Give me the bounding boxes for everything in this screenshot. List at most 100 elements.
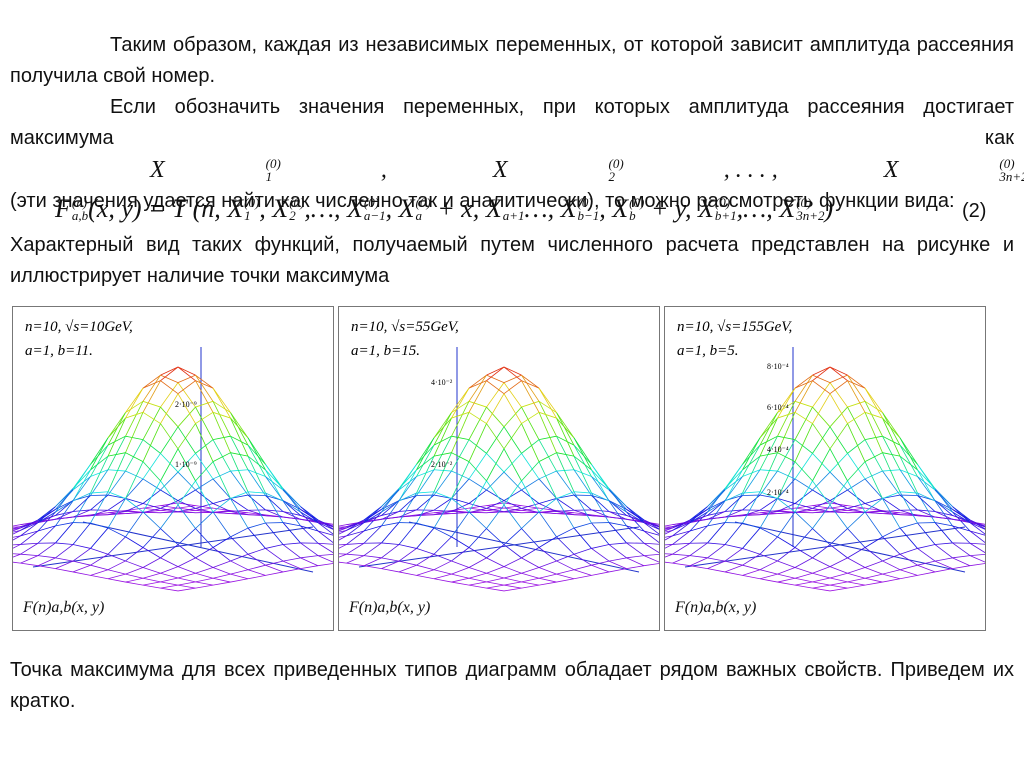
mesh-line [37, 515, 56, 523]
mesh-line [451, 567, 470, 575]
mesh-line [777, 439, 796, 472]
mesh-line [195, 528, 214, 548]
subscript: b−1 [577, 208, 600, 224]
mesh-line [486, 500, 505, 509]
mesh-line [882, 436, 901, 470]
mesh-line [847, 374, 866, 402]
mesh-line [142, 584, 161, 589]
mesh-line [812, 544, 831, 559]
mesh-line [672, 553, 691, 556]
mesh-line [643, 522, 659, 535]
figure: n=10, √s=55GeV, a=1, b=15. 4·10⁻² 2·10⁻² F(n… [338, 306, 660, 631]
formula-base: X [346, 194, 363, 224]
mesh-line [503, 500, 522, 509]
mesh-line [742, 564, 761, 571]
mesh-line [742, 522, 761, 529]
mesh-line [468, 380, 487, 389]
mesh-line [759, 412, 778, 439]
mesh-line [451, 560, 470, 568]
mesh-line [689, 542, 708, 556]
formula-indices: (0) a [416, 196, 431, 222]
mesh-line [55, 542, 74, 545]
mesh-line [160, 453, 179, 473]
mesh-line [142, 547, 161, 559]
mesh-line [521, 380, 540, 413]
mesh-line [265, 515, 284, 518]
mesh-line [864, 400, 883, 413]
mesh-line [521, 511, 540, 514]
mesh-line [969, 519, 985, 528]
mesh-line [398, 509, 417, 518]
mesh-line [381, 542, 400, 545]
mesh-line [812, 471, 831, 491]
mesh-line [468, 374, 487, 389]
mesh-line [282, 511, 301, 520]
mesh-line [829, 511, 848, 514]
mesh-line [724, 495, 743, 512]
mesh-line [707, 560, 726, 570]
mesh-line [952, 525, 971, 532]
mesh-line [486, 471, 505, 491]
mesh-line [608, 557, 627, 562]
mesh-line [829, 480, 848, 506]
mesh-line [125, 547, 144, 562]
mesh-line [142, 453, 161, 480]
mesh-line [486, 566, 505, 574]
paragraph: Характерный вид таких функций, получаемы… [10, 234, 1014, 287]
mesh-line [899, 522, 918, 529]
mesh-line [538, 400, 557, 413]
mesh-line [486, 406, 505, 428]
mesh-line [707, 488, 726, 513]
mesh-line [917, 476, 936, 491]
mesh-line [177, 366, 196, 381]
mesh-line [556, 435, 575, 446]
mesh-line [381, 511, 400, 520]
mesh-line [468, 480, 487, 513]
mesh-line [486, 572, 505, 579]
mesh-line [282, 542, 301, 545]
mesh-line [433, 435, 452, 446]
mesh-line [433, 553, 452, 562]
mesh-line [812, 572, 831, 579]
mesh-line [346, 562, 365, 567]
formula-base: X [779, 194, 796, 224]
mesh-line [265, 476, 284, 501]
superscript: (0) [265, 156, 281, 172]
mesh-line [125, 435, 144, 441]
mesh-line [433, 578, 452, 583]
mesh-line [847, 577, 866, 583]
mesh-line [934, 568, 953, 573]
mesh-line [503, 577, 522, 583]
z-tick-label: 6·10⁻⁴ [767, 403, 789, 412]
mesh-line [72, 544, 91, 549]
mesh-line [212, 411, 231, 419]
mesh-line [55, 511, 74, 520]
mesh-line [195, 406, 214, 440]
mesh-line [282, 522, 301, 544]
mesh-line [538, 498, 557, 513]
mesh-line [777, 461, 796, 499]
mesh-line [381, 522, 400, 544]
mesh-line [573, 553, 592, 566]
mesh-line [503, 504, 522, 529]
mesh-line [794, 511, 813, 529]
mesh-line [847, 528, 866, 548]
mesh-line [952, 542, 971, 556]
mesh-line [724, 476, 743, 491]
mesh-line [142, 380, 161, 389]
mesh-line [300, 525, 319, 532]
mesh-line [37, 525, 56, 544]
mesh-line [882, 498, 901, 529]
mesh-line [689, 515, 708, 523]
mesh-line [247, 444, 266, 477]
subscript: a−1 [363, 208, 386, 224]
mesh-line [777, 470, 796, 480]
mesh-line [451, 452, 470, 463]
formula-indices: (n) a,b [72, 196, 88, 222]
mesh-line [952, 511, 971, 523]
mesh-line [899, 564, 918, 571]
mesh-line [503, 584, 522, 589]
mesh-line [503, 423, 522, 450]
mesh-line [20, 542, 39, 545]
mesh-line [899, 491, 918, 494]
